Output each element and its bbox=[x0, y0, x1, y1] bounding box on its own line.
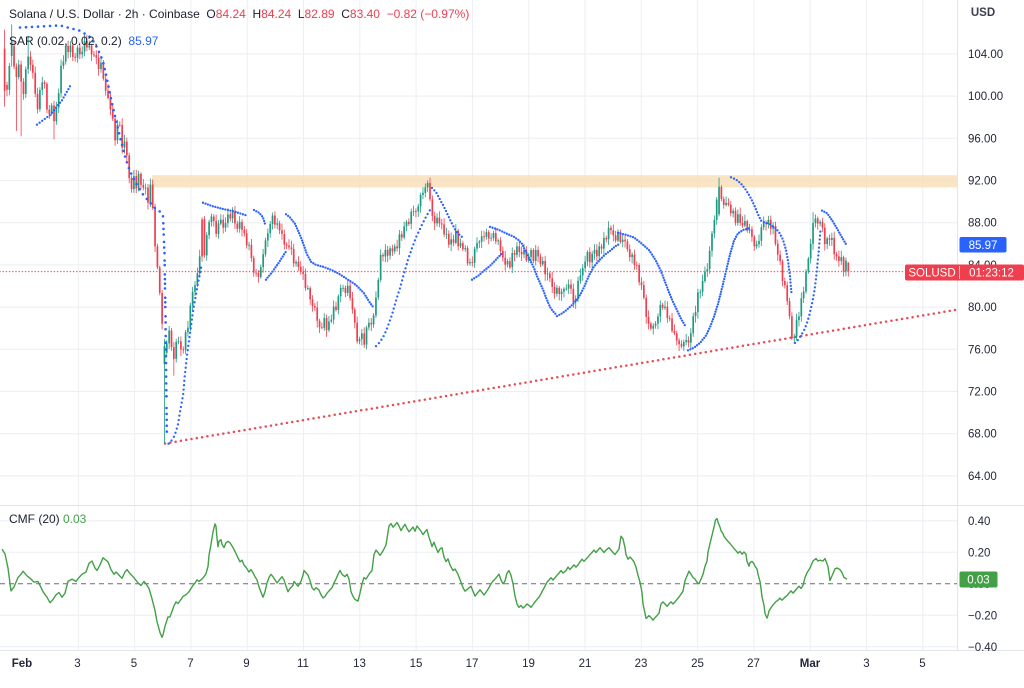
svg-text:25: 25 bbox=[691, 658, 704, 670]
svg-text:76.00: 76.00 bbox=[968, 344, 997, 356]
svg-text:11: 11 bbox=[297, 658, 309, 670]
svg-text:−0.40: −0.40 bbox=[968, 642, 997, 654]
svg-text:Solana / U.S. Dollar · 2h · Co: Solana / U.S. Dollar · 2h · Coinbase O84… bbox=[9, 7, 469, 21]
svg-text:01:23:12: 01:23:12 bbox=[969, 268, 1014, 280]
svg-text:Mar: Mar bbox=[800, 658, 821, 670]
svg-text:96.00: 96.00 bbox=[968, 133, 997, 145]
svg-text:100.00: 100.00 bbox=[968, 91, 1003, 103]
svg-text:5: 5 bbox=[919, 658, 925, 670]
svg-text:0.20: 0.20 bbox=[968, 547, 990, 559]
svg-text:5: 5 bbox=[131, 658, 137, 670]
svg-text:Feb: Feb bbox=[12, 658, 32, 670]
svg-text:7: 7 bbox=[187, 658, 193, 670]
svg-text:15: 15 bbox=[410, 658, 423, 670]
svg-text:3: 3 bbox=[74, 658, 80, 670]
svg-text:27: 27 bbox=[747, 658, 760, 670]
svg-text:SOLUSD: SOLUSD bbox=[908, 268, 955, 280]
svg-text:USD: USD bbox=[971, 7, 995, 19]
svg-text:3: 3 bbox=[863, 658, 869, 670]
svg-text:13: 13 bbox=[353, 658, 366, 670]
svg-text:9: 9 bbox=[243, 658, 249, 670]
svg-text:23: 23 bbox=[635, 658, 648, 670]
svg-text:CMF (20) 0.03: CMF (20) 0.03 bbox=[9, 512, 87, 526]
svg-text:64.00: 64.00 bbox=[968, 471, 997, 483]
svg-text:−0.20: −0.20 bbox=[968, 610, 997, 622]
svg-text:19: 19 bbox=[522, 658, 535, 670]
svg-text:92.00: 92.00 bbox=[968, 176, 997, 188]
svg-text:85.97: 85.97 bbox=[969, 240, 998, 252]
svg-text:0.03: 0.03 bbox=[967, 575, 989, 587]
svg-text:17: 17 bbox=[466, 658, 479, 670]
svg-text:80.00: 80.00 bbox=[968, 302, 997, 314]
svg-text:88.00: 88.00 bbox=[968, 218, 997, 230]
svg-text:21: 21 bbox=[579, 658, 592, 670]
svg-text:72.00: 72.00 bbox=[968, 387, 997, 399]
svg-text:0.40: 0.40 bbox=[968, 516, 990, 528]
svg-text:68.00: 68.00 bbox=[968, 429, 997, 441]
svg-text:SAR (0.02, 0.02, 0.2) 85.97: SAR (0.02, 0.02, 0.2) 85.97 bbox=[9, 34, 159, 48]
svg-text:104.00: 104.00 bbox=[968, 49, 1003, 61]
